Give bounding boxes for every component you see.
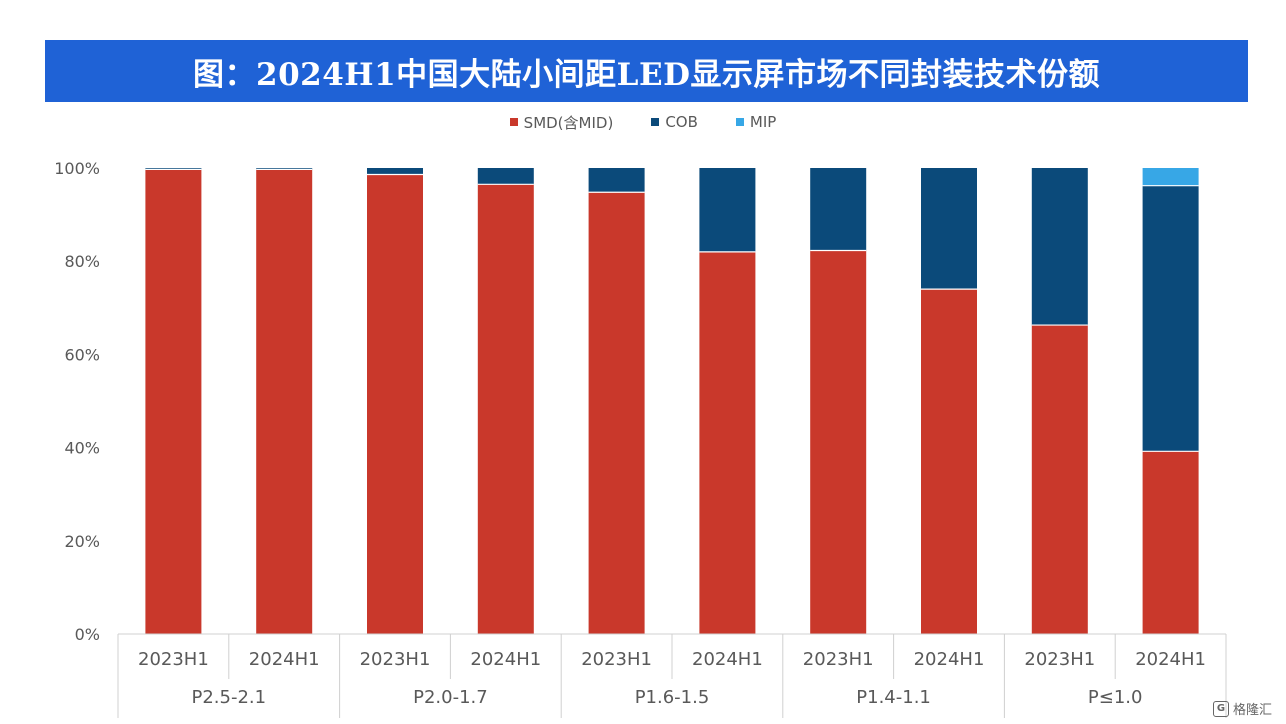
legend-swatch-cob	[651, 118, 660, 126]
x-tick-label: 2024H1	[470, 649, 541, 670]
bar-segment-smd	[588, 192, 645, 634]
bar-segment-cob	[699, 168, 756, 252]
group-label: P1.6-1.5	[635, 687, 710, 708]
x-tick-label: 2023H1	[360, 649, 431, 670]
watermark: G 格隆汇	[1212, 699, 1272, 718]
y-tick-label: 100%	[54, 159, 100, 178]
x-tick-label: 2024H1	[1135, 649, 1206, 670]
bar-segment-cob	[1142, 185, 1199, 452]
watermark-text: 格隆汇	[1232, 703, 1272, 718]
legend-item-mip: MIP	[735, 113, 777, 131]
bar-segment-cob	[256, 168, 313, 170]
x-tick-label: 2024H1	[692, 649, 763, 670]
bar-segment-cob	[477, 168, 534, 185]
bar-segment-smd	[921, 289, 977, 634]
legend-swatch-smd	[509, 118, 518, 126]
y-tick-label: 80%	[64, 252, 100, 271]
bar-segment-mip	[1142, 168, 1199, 186]
x-tick-label: 2024H1	[914, 649, 985, 670]
legend-item-cob: COB	[651, 113, 698, 131]
chart-title: 图：2024H1中国大陆小间距LED显示屏市场不同封装技术份额	[45, 40, 1248, 102]
x-tick-label: 2023H1	[138, 649, 209, 670]
bar-segment-cob	[1031, 168, 1088, 326]
legend-label-smd: SMD(含MID)	[523, 113, 614, 132]
group-label: P2.0-1.7	[413, 687, 488, 708]
legend-item-smd: SMD(含MID)	[509, 112, 614, 133]
bar-segment-smd	[145, 169, 202, 634]
group-label: P2.5-2.1	[191, 687, 266, 708]
y-tick-label: 40%	[64, 439, 100, 458]
y-tick-label: 0%	[75, 625, 100, 644]
bar-segment-cob	[921, 168, 977, 290]
legend-label-cob: COB	[665, 113, 698, 131]
bar-segment-cob	[810, 168, 867, 251]
x-tick-label: 2024H1	[249, 649, 320, 670]
bar-segment-smd	[1142, 451, 1199, 634]
y-tick-label: 60%	[64, 345, 100, 364]
watermark-logo-icon: G	[1212, 700, 1229, 717]
legend: SMD(含MID) COB MIP	[0, 110, 1286, 134]
bar-segment-cob	[588, 168, 645, 193]
y-tick-label: 20%	[64, 532, 100, 551]
group-label: P1.4-1.1	[856, 687, 931, 708]
bar-segment-smd	[477, 184, 534, 634]
bar-segment-smd	[256, 169, 313, 634]
bar-segment-smd	[367, 174, 423, 635]
bar-segment-smd	[699, 251, 756, 634]
bar-segment-smd	[1031, 325, 1088, 634]
bar-segment-cob	[367, 168, 423, 175]
bar-segment-smd	[810, 250, 867, 634]
legend-swatch-mip	[735, 118, 744, 126]
bar-segment-cob	[145, 168, 202, 170]
x-tick-label: 2023H1	[581, 649, 652, 670]
x-tick-label: 2023H1	[803, 649, 874, 670]
x-tick-label: 2023H1	[1024, 649, 1095, 670]
group-label: P≤1.0	[1088, 687, 1143, 708]
legend-label-mip: MIP	[749, 113, 777, 131]
